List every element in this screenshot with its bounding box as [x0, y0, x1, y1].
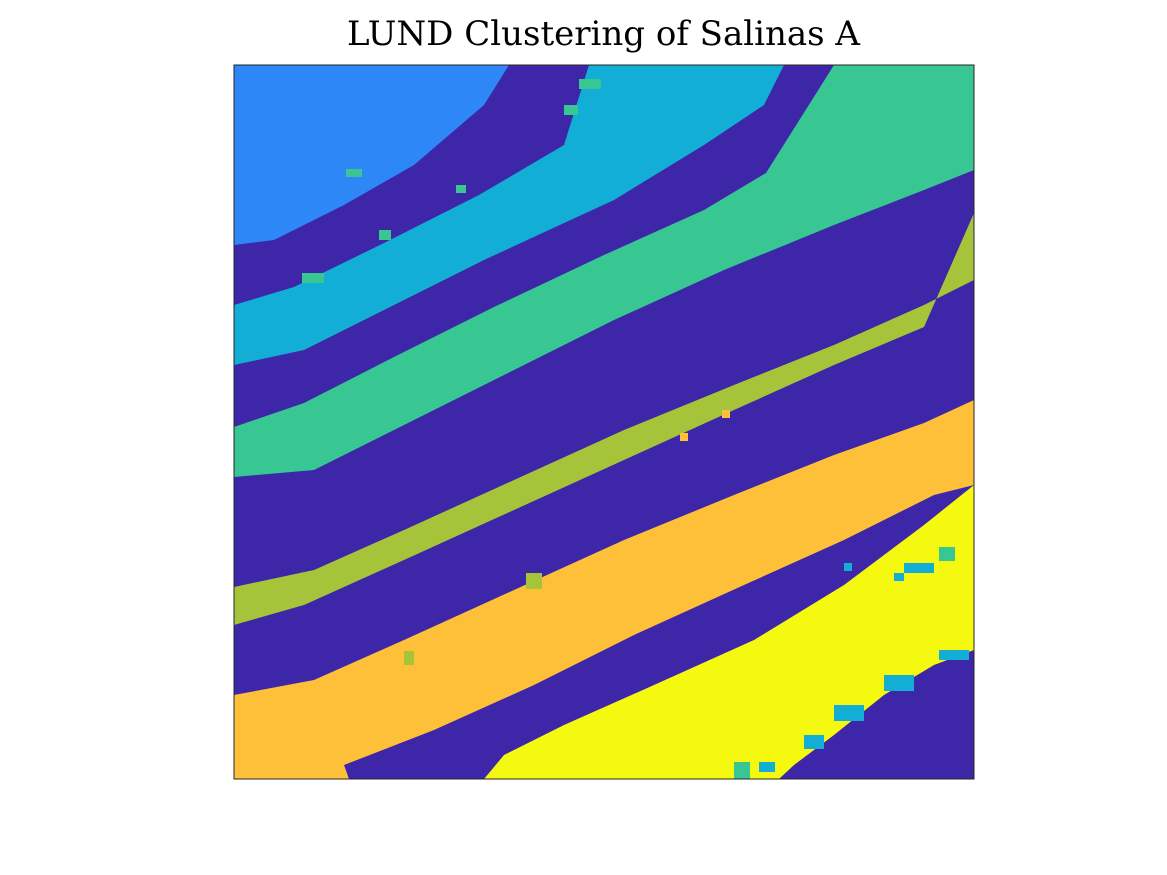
noise-pixel — [804, 735, 824, 749]
noise-pixel — [404, 651, 414, 665]
noise-pixel — [939, 547, 955, 561]
cluster-2-region — [234, 65, 509, 245]
noise-pixel — [680, 433, 688, 441]
noise-pixel — [884, 675, 914, 691]
noise-pixel — [456, 185, 466, 193]
noise-pixel — [302, 273, 324, 283]
noise-pixel — [904, 563, 934, 573]
noise-pixels — [302, 79, 969, 779]
cluster-4-region — [234, 65, 974, 477]
noise-pixel — [722, 410, 730, 418]
cluster-map — [233, 64, 975, 780]
noise-pixel — [379, 230, 391, 240]
cluster-regions — [234, 65, 974, 779]
plot-frame — [233, 64, 975, 780]
noise-pixel — [759, 762, 775, 772]
cluster-3-region — [234, 65, 784, 365]
noise-pixel — [564, 105, 578, 115]
noise-pixel — [834, 705, 864, 721]
noise-pixel — [894, 573, 904, 581]
chart-title: LUND Clustering of Salinas A — [347, 14, 860, 54]
noise-pixel — [346, 169, 362, 177]
cluster-5-region — [234, 213, 974, 625]
noise-pixel — [526, 573, 542, 589]
noise-pixel — [844, 563, 852, 571]
noise-pixel — [734, 762, 750, 779]
cluster-6-region — [234, 315, 974, 765]
noise-pixel — [579, 79, 601, 89]
noise-pixel — [939, 650, 969, 660]
